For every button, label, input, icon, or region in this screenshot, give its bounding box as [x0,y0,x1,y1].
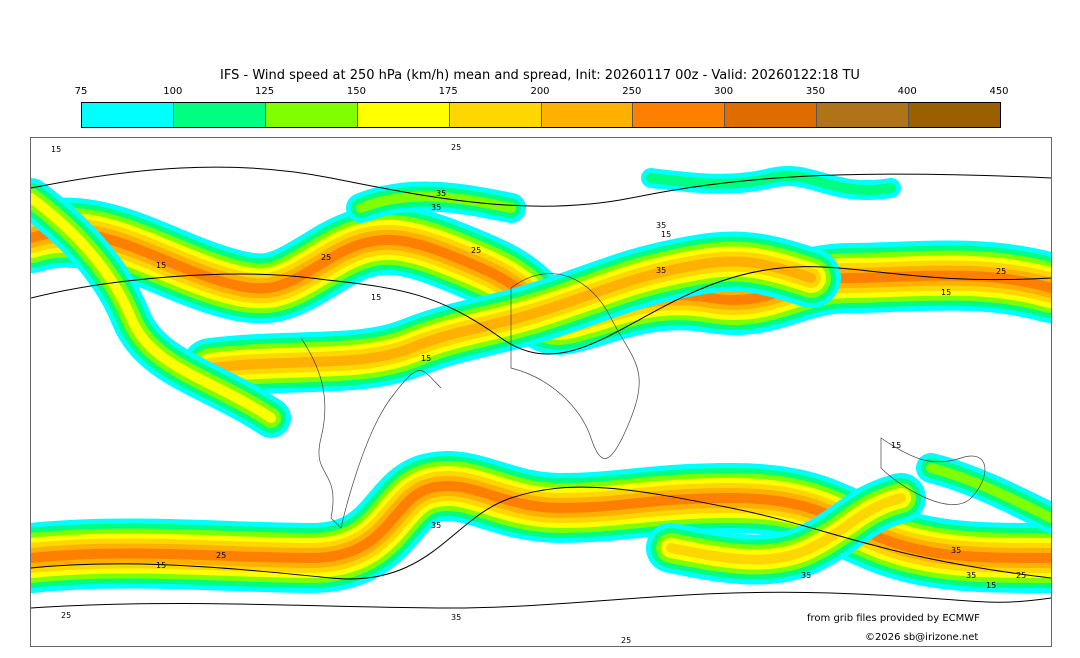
colorbar [81,102,1001,128]
contour-label: 35 [801,571,811,580]
wind-band [31,193,276,423]
contour-label: 15 [661,230,671,239]
wind-speed-map: 15 25351525253515153515253515152525352535… [30,137,1052,647]
contour-line [31,166,1051,207]
colorbar-segment [82,103,174,127]
contour-label: 15 [156,561,166,570]
contour-label: 15 [986,581,996,590]
colorbar-tick: 200 [530,86,550,97]
contour-line [31,266,1051,355]
contour-label: 35 [451,613,461,622]
contour-label: 35 [966,571,976,580]
colorbar-tick: 75 [74,86,88,97]
colorbar-tick: 250 [622,86,642,97]
colorbar-segment [725,103,818,127]
contour-label: 15 [156,261,166,270]
map-title: IFS - Wind speed at 250 hPa (km/h) mean … [220,68,860,83]
contour-label: 15 [941,288,951,297]
coastline [300,337,442,529]
copyright: ©2026 sb@irizone.net [865,632,979,643]
wind-band [666,493,906,565]
colorbar-tick: 450 [989,86,1009,97]
contour-line [31,486,1051,580]
contour-label: 25 [1016,571,1026,580]
contour-label: 25 [471,246,481,255]
contour-label: 25 [621,636,631,645]
wind-band [926,463,1051,523]
contour-label: 15 [371,293,381,302]
colorbar-tick: 125 [255,86,275,97]
colorbar-segment [633,103,726,127]
colorbar-tick: 400 [897,86,917,97]
colorbar-segment [817,103,910,127]
colorbar-tick: 300 [714,86,734,97]
coastline [510,273,640,459]
colorbar-segment [449,103,542,127]
contour-label: 15 [51,145,61,154]
contour-label: 15 [891,441,901,450]
contour-label: 35 [656,266,666,275]
contour-label: 35 [431,203,441,212]
contour-line [31,591,1051,609]
contour-label: 15 [421,354,431,363]
colorbar-segment [357,103,450,127]
source-credit: from grib files provided by ECMWF [807,613,980,624]
wind-band [31,481,1051,563]
colorbar-tick: 100 [163,86,183,97]
wind-band [206,256,816,373]
coastline [880,437,986,505]
colorbar-segment [909,103,1001,127]
contour-label: 35 [951,546,961,555]
colorbar-segment [541,103,634,127]
contour-label: 25 [216,551,226,560]
contour-label: 35 [431,521,441,530]
contour-label: 25 [61,611,71,620]
colorbar-segment [265,103,358,127]
contour-label: 25 [451,143,461,152]
contour-label: 35 [436,189,446,198]
contour-label: 25 [996,267,1006,276]
colorbar-segment [173,103,266,127]
colorbar-tick: 350 [805,86,825,97]
contour-label: 35 [656,221,666,230]
contour-label: 25 [321,253,331,262]
colorbar-tick: 175 [438,86,458,97]
colorbar-tick: 150 [346,86,366,97]
